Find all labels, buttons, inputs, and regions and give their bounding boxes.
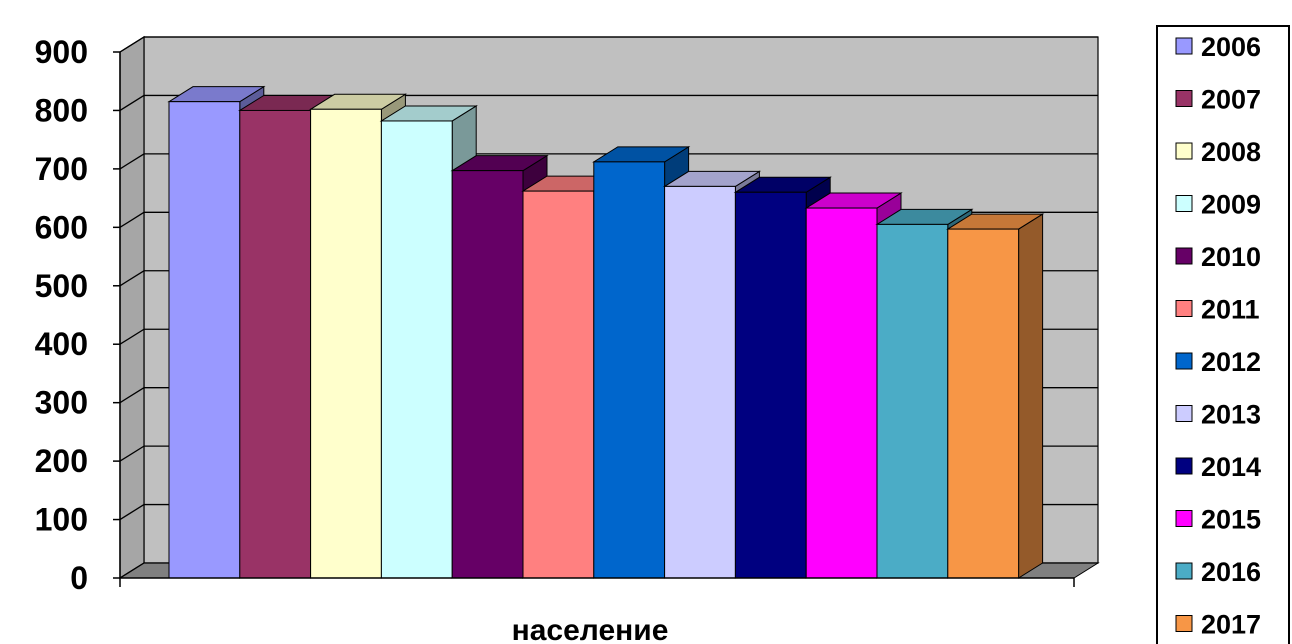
- y-axis-tick-labels: 0 100 200 300 400 500 600 700 800 900: [35, 34, 88, 596]
- y-tick-label: 200: [35, 443, 88, 479]
- legend-item-2011: 2011: [1175, 295, 1260, 325]
- legend-item-2014: 2014: [1175, 452, 1261, 482]
- bar-2017: [946, 213, 1045, 579]
- legend-swatch: [1175, 142, 1193, 160]
- legend-label: 2010: [1201, 242, 1261, 272]
- legend-label: 2016: [1201, 557, 1261, 587]
- bar-front: [947, 228, 1020, 579]
- bar-front: [451, 170, 524, 579]
- legend-label: 2017: [1201, 610, 1261, 640]
- bar-front: [168, 101, 241, 579]
- y-tick-label: 800: [35, 92, 88, 128]
- legend-label: 2012: [1201, 347, 1261, 377]
- bars: [167, 85, 1045, 579]
- bar-front: [805, 207, 878, 579]
- y-tick-label: 0: [70, 560, 88, 596]
- legend-item-2007: 2007: [1175, 85, 1261, 115]
- legend-swatch: [1175, 510, 1193, 527]
- legend-swatch: [1175, 300, 1193, 317]
- y-tick-label: 400: [35, 326, 88, 362]
- legend-item-2009: 2009: [1175, 190, 1261, 220]
- gridline: [119, 94, 1098, 111]
- legend-item-2013: 2013: [1175, 400, 1261, 430]
- bar-front: [239, 109, 312, 579]
- legend-label: 2015: [1201, 505, 1261, 535]
- bar-front: [310, 108, 382, 579]
- bar-front: [876, 223, 949, 579]
- legend-swatch: [1175, 615, 1193, 632]
- legend-item-2015: 2015: [1175, 505, 1261, 535]
- legend-swatch: [1175, 352, 1193, 370]
- legend-swatch: [1175, 562, 1193, 580]
- legend-label: 2013: [1201, 400, 1261, 430]
- legend-swatch: [1175, 405, 1193, 422]
- y-tick-label: 700: [35, 151, 88, 187]
- bar-front: [664, 185, 736, 579]
- y-tick-label: 300: [35, 385, 88, 421]
- bar-front: [522, 190, 595, 579]
- legend-label: 2007: [1201, 85, 1261, 115]
- legend-label: 2008: [1201, 137, 1261, 167]
- legend-swatch: [1175, 195, 1193, 212]
- legend-swatch: [1175, 247, 1193, 265]
- gridline: [119, 36, 1098, 53]
- y-tick-label: 100: [35, 502, 88, 538]
- y-tick-label: 900: [35, 34, 88, 70]
- legend: 2006 2007 2008 2009 2010 2011 2012 2013 2014 2015…: [1156, 25, 1290, 644]
- legend-item-2012: 2012: [1175, 347, 1261, 377]
- bar-front: [593, 161, 666, 579]
- legend-swatch: [1175, 37, 1193, 55]
- legend-label: 2006: [1201, 32, 1261, 62]
- legend-swatch: [1175, 90, 1193, 107]
- y-tick-label: 600: [35, 209, 88, 245]
- legend-item-2008: 2008: [1175, 137, 1261, 167]
- bar-front: [380, 120, 453, 579]
- legend-label: 2014: [1201, 452, 1261, 482]
- legend-swatch: [1175, 457, 1193, 475]
- legend-box: [1156, 25, 1290, 644]
- legend-item-2016: 2016: [1175, 557, 1261, 587]
- bar-front: [734, 191, 807, 579]
- legend-item-2017: 2017: [1175, 610, 1261, 640]
- legend-label: 2011: [1201, 295, 1260, 325]
- legend-item-2010: 2010: [1175, 242, 1261, 272]
- legend-item-2006: 2006: [1175, 32, 1261, 62]
- bar-side: [1018, 213, 1044, 579]
- x-axis-label: население: [512, 614, 669, 644]
- side-wall: [119, 35, 145, 580]
- gridline: [119, 153, 1098, 170]
- legend-label: 2009: [1201, 190, 1261, 220]
- y-tick-label: 500: [35, 268, 88, 304]
